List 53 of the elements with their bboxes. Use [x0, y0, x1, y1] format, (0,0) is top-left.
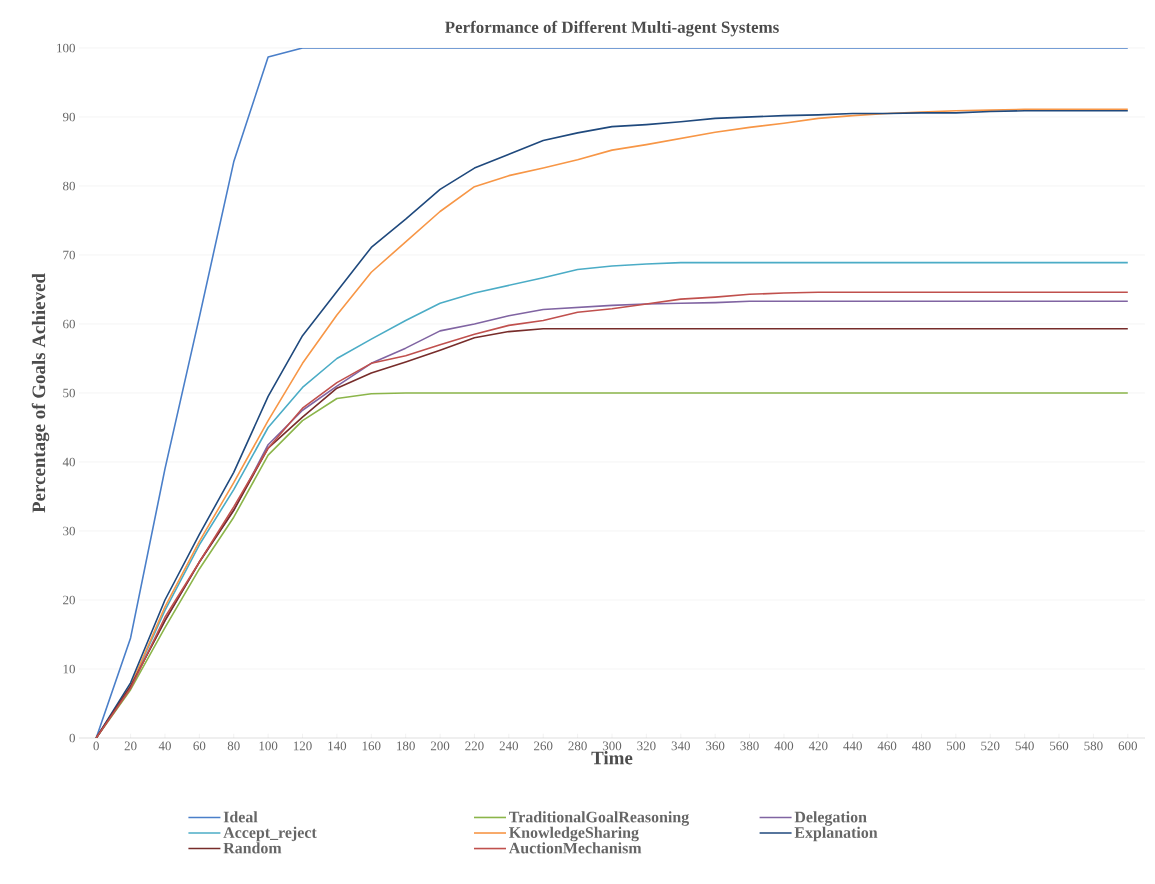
y-tick-label: 80	[63, 181, 75, 191]
x-tick-label: 120	[293, 741, 312, 751]
x-axis-title: Time	[591, 751, 633, 765]
x-tick-label: 40	[158, 741, 171, 751]
y-axis-title: Percentage of Goals Achieved	[31, 273, 50, 513]
y-tick-label: 60	[63, 319, 75, 329]
legend-label: Ideal	[223, 811, 258, 823]
x-tick-label: 480	[912, 741, 931, 751]
x-tick-label: 440	[843, 741, 862, 751]
x-tick-label: 180	[397, 741, 415, 751]
x-tick-label: 460	[877, 741, 897, 751]
y-tick-label: 40	[62, 457, 75, 467]
x-tick-label: 160	[362, 741, 381, 751]
x-tick-label: 80	[227, 741, 240, 751]
x-tick-label: 60	[193, 741, 206, 751]
legend-label: Delegation	[794, 811, 867, 826]
x-tick-label: 20	[124, 741, 137, 751]
chart-title: Performance of Different Multi-agent Systems	[445, 20, 779, 37]
y-tick-label: 10	[63, 664, 75, 674]
y-tick-label: 70	[63, 250, 75, 260]
x-tick-label: 200	[430, 741, 450, 751]
x-tick-label: 320	[637, 741, 656, 751]
x-tick-label: 240	[499, 741, 519, 751]
x-tick-label: 300	[602, 741, 622, 751]
y-tick-label: 30	[63, 526, 75, 536]
x-tick-label: 280	[568, 741, 587, 751]
x-tick-label: 260	[534, 741, 553, 751]
x-tick-label: 140	[328, 741, 347, 751]
legend-label: Random	[223, 842, 282, 854]
x-tick-label: 560	[1050, 741, 1069, 751]
x-tick-label: 220	[465, 741, 484, 751]
y-tick-label: 20	[63, 595, 75, 605]
x-tick-label: 340	[671, 741, 690, 751]
legend-label: TraditionalGoalReasoning	[509, 811, 690, 826]
x-tick-label: 520	[981, 741, 1000, 751]
y-tick-label: 100	[57, 43, 75, 53]
x-tick-label: 360	[706, 741, 725, 751]
x-tick-label: 0	[93, 741, 99, 751]
legend-label: KnowledgeSharing	[509, 826, 639, 842]
x-tick-label: 380	[740, 741, 759, 751]
x-tick-label: 100	[259, 741, 278, 751]
y-tick-label: 50	[63, 388, 75, 398]
x-tick-label: 540	[1015, 741, 1034, 751]
x-tick-label: 580	[1084, 741, 1103, 751]
y-tick-label: 90	[62, 112, 75, 122]
legend-label: Explanation	[794, 826, 878, 842]
x-tick-label: 420	[808, 741, 828, 751]
x-tick-label: 500	[946, 741, 966, 751]
legend-label: Accept_reject	[223, 826, 317, 842]
x-tick-label: 600	[1118, 741, 1138, 751]
legend-label: AuctionMechanism	[508, 842, 642, 854]
x-tick-label: 400	[774, 741, 794, 751]
y-tick-label: 0	[69, 733, 75, 743]
